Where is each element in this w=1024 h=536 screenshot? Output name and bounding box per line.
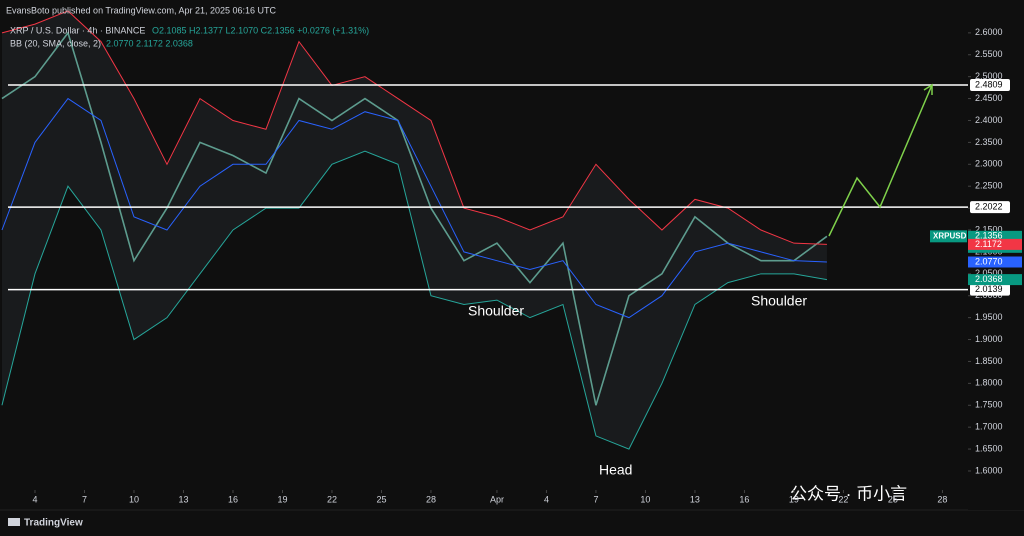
y-tick-label: 1.6000 (975, 465, 1003, 475)
arrow-head (923, 83, 933, 95)
x-tick-label: 19 (789, 494, 799, 504)
level-label: 2.4809 (975, 79, 1003, 89)
projection (828, 84, 933, 237)
symbol-tag (930, 230, 967, 243)
y-tick-label: 1.6500 (975, 443, 1003, 453)
y-tick-label: 1.9000 (975, 334, 1003, 344)
y-tick-label: 1.7000 (975, 422, 1003, 432)
y-tick-label: 2.6000 (975, 27, 1003, 37)
level-tag (970, 79, 1010, 92)
price-tag-label: 2.1172 (975, 239, 1002, 249)
price-tag-label: 2.0770 (975, 256, 1003, 266)
price-tag (968, 256, 1022, 268)
x-tick-label: 19 (277, 494, 287, 504)
ohlc: O2.1085 H2.1377 L2.1070 C2.1356 +0.0276 … (152, 25, 369, 35)
y-tick-label: 2.0500 (975, 268, 1003, 278)
price-tag-label: 2.1356 (975, 231, 1003, 241)
plot (1, 10, 968, 450)
series-line (1, 97, 827, 319)
annotation: Shoulder (468, 303, 524, 319)
indicator-values: 2.0770 2.1172 2.0368 (106, 38, 193, 48)
y-tick-label: 1.7500 (975, 400, 1003, 410)
y-tick-label: 2.3500 (975, 137, 1003, 147)
price-tag-label: 2.0368 (975, 274, 1003, 284)
y-tick-label: 2.2500 (975, 181, 1003, 191)
symbol: XRP / U.S. Dollar · 4h · BINANCE (10, 25, 145, 35)
series-line (1, 150, 828, 450)
y-tick-label: 1.9500 (975, 312, 1003, 322)
x-tick-label: 4 (32, 494, 37, 504)
level-tag (970, 283, 1010, 296)
x-tick-label: Apr (490, 494, 504, 504)
x-tick-label: 28 (937, 494, 947, 504)
annotation: Shoulder (751, 293, 807, 309)
x-tick-label: 10 (640, 494, 650, 504)
level-label: 2.2022 (975, 202, 1003, 212)
level-label: 2.0139 (975, 284, 1003, 294)
x-tick-label: 22 (327, 494, 337, 504)
price-tag (968, 238, 1022, 250)
x-tick-label: 7 (593, 494, 598, 504)
y-tick-label: 2.4000 (975, 115, 1003, 125)
series-line (1, 10, 827, 245)
annotation: Head (599, 462, 632, 478)
x-tick-label: 28 (426, 494, 436, 504)
x-tick-label: 16 (228, 494, 238, 504)
x-tick-label: 13 (690, 494, 700, 504)
x-tick-label: 10 (129, 494, 139, 504)
y-tick-label: 1.8000 (975, 378, 1003, 388)
y-tick-label: 2.4500 (975, 93, 1003, 103)
y-tick-label: 1.8500 (975, 356, 1003, 366)
level-tag (970, 201, 1010, 214)
logo (8, 518, 20, 526)
x-tick-label: 25 (376, 494, 386, 504)
publisher: EvansBoto published on TradingView.com, … (6, 5, 277, 15)
x-tick-label: 4 (544, 494, 549, 504)
price-tag (968, 274, 1022, 286)
x-tick-label: 7 (82, 494, 87, 504)
x-tick-label: 25 (888, 494, 898, 504)
watermark: 公众号 · 币小言 (790, 484, 907, 503)
brand: TradingView (24, 518, 83, 529)
y-tick-label: 2.5000 (975, 71, 1003, 81)
symbol-label: XRPUSD (933, 231, 967, 240)
x-tick-label: 16 (739, 494, 749, 504)
series-line (1, 31, 828, 406)
x-tick-label: 13 (178, 494, 188, 504)
y-tick-label: 2.1500 (975, 224, 1003, 234)
x-tick-label: 22 (838, 494, 848, 504)
y-tick-label: 2.3000 (975, 159, 1003, 169)
indicator: BB (20, SMA, close, 2) (10, 38, 101, 48)
y-tick-label: 2.5500 (975, 49, 1003, 59)
